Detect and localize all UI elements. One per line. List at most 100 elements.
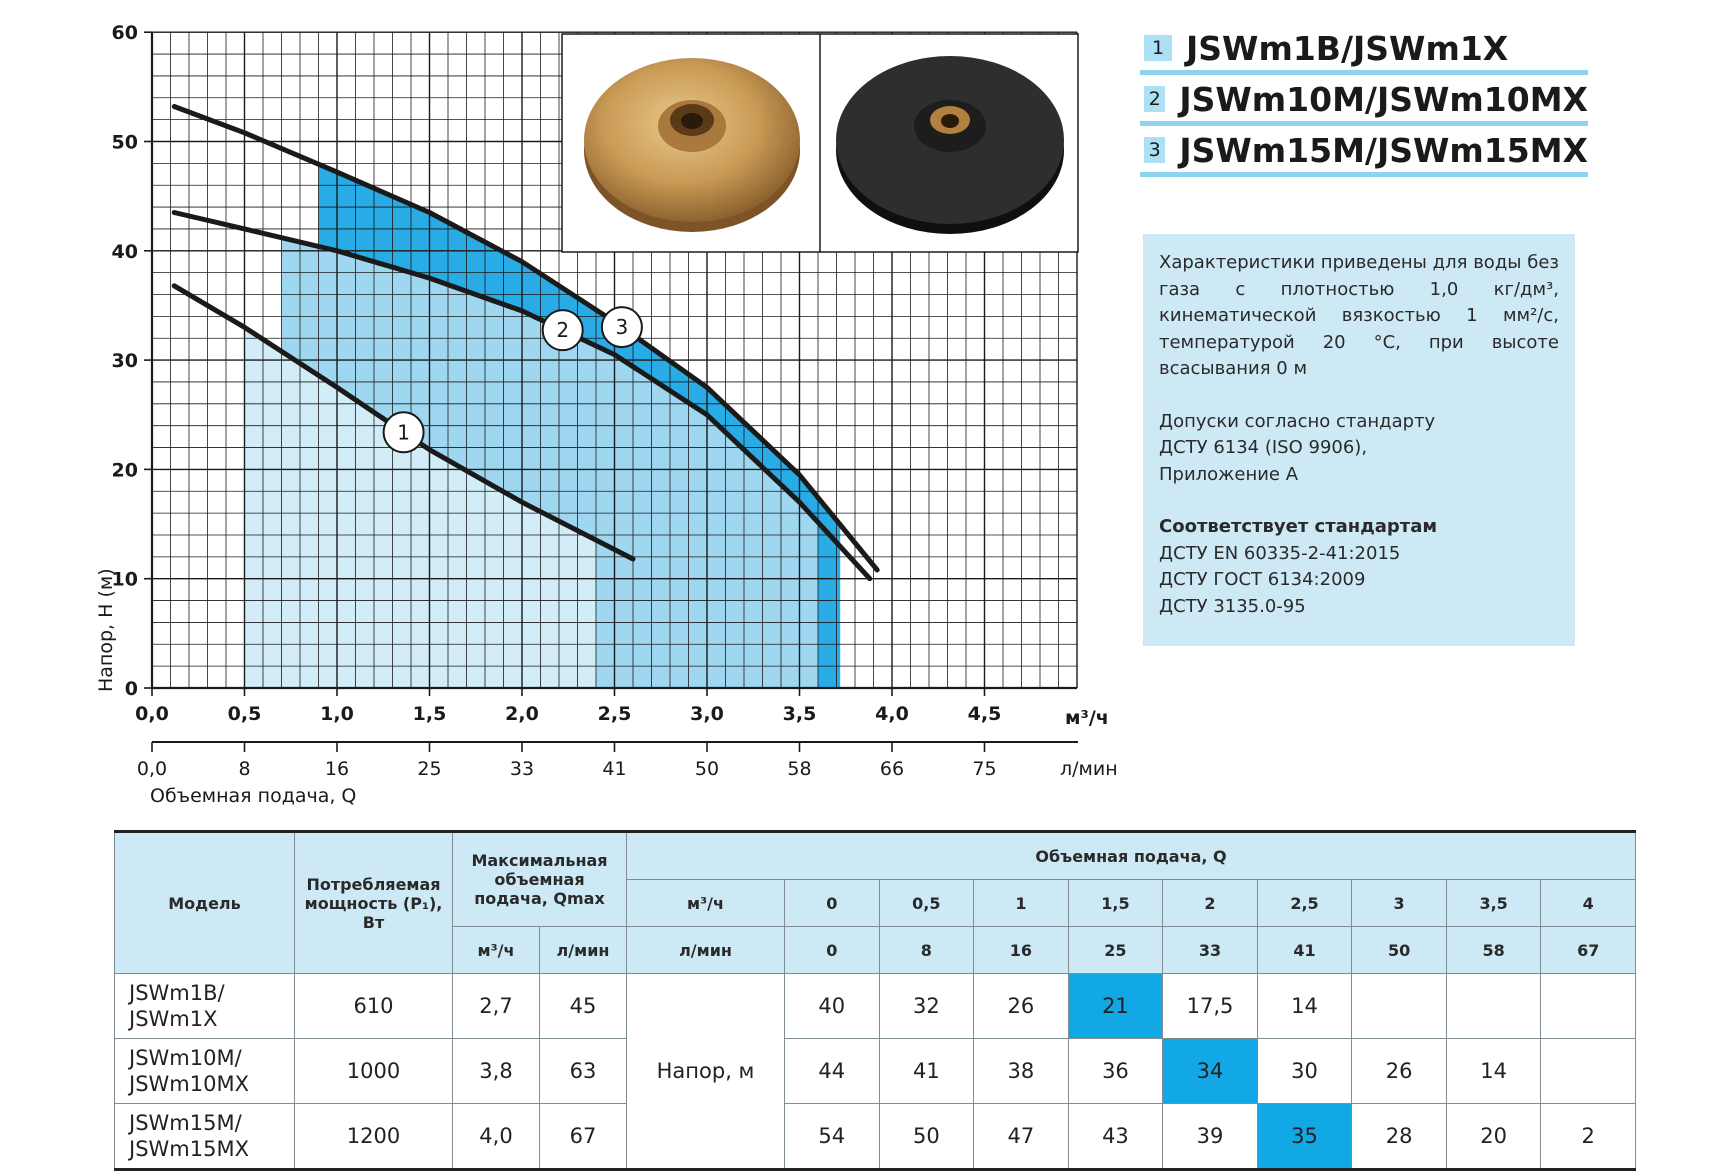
table-row: JSWm1B/JSWm1X 610 2,7 45 Напор, м 40 32 26 21 17,… — [114, 973, 1636, 1170]
marker-label: 1 — [397, 420, 410, 444]
header-q-lmin: 16 — [973, 926, 1069, 974]
x2-tick-label: 0,0 — [137, 758, 167, 780]
header-q-m3h: 4 — [1540, 879, 1636, 927]
x2-tick-label: 8 — [238, 758, 250, 780]
legend-label: JSWm15M/JSWm15MX — [1179, 130, 1588, 170]
legend-label: JSWm1B/JSWm1X — [1186, 28, 1509, 68]
conditions-note-box: Характеристики приведены для воды без га… — [1143, 234, 1575, 646]
model-name-line: JSWm10MX — [129, 1072, 249, 1096]
head-value-cell: 39 — [1162, 1103, 1258, 1170]
head-value-cell: 50 — [878, 1103, 975, 1170]
curve-marker-2: 2 — [541, 309, 584, 352]
qmax-lmin-cell: 45 — [538, 973, 628, 1039]
marker-circle — [382, 411, 425, 454]
tolerance-line-2: ДСТУ 6134 (ISO 9906), — [1159, 437, 1368, 458]
head-value-cell: 30 — [1256, 1038, 1353, 1104]
y-tick-label: 0 — [125, 678, 138, 700]
model-cell: JSWm10M/JSWm10MX — [114, 1038, 295, 1104]
head-value-cell: 14 — [1445, 1038, 1542, 1104]
y-tick-label: 10 — [112, 569, 138, 591]
model-name-line: JSWm10M/ — [129, 1046, 242, 1070]
head-value-cell: 26 — [1351, 1038, 1447, 1104]
marker-label: 3 — [616, 315, 629, 339]
header-q-m3h: 0,5 — [878, 879, 975, 927]
header-q-lmin: 8 — [878, 926, 975, 974]
model-cell: JSWm15M/JSWm15MX — [114, 1103, 295, 1170]
header-q-lmin: 33 — [1162, 926, 1258, 974]
x-tick-label: 2,5 — [598, 703, 632, 725]
bronze-impeller-image — [584, 58, 800, 232]
power-cell: 1000 — [294, 1038, 453, 1104]
head-value-cell: 26 — [973, 973, 1069, 1039]
black-impeller-image — [836, 56, 1064, 234]
table-row: JSWm10M/JSWm10MX 1000 3,8 63 44 41 38 36 34 30 26 1… — [114, 1038, 1636, 1104]
performance-table: Модель Потребляемая мощность (P₁), Вт Ма… — [114, 830, 1636, 1171]
x2-tick-label: 66 — [880, 758, 904, 780]
standard-2: ДСТУ ГОСТ 6134:2009 — [1159, 569, 1366, 590]
header-qmax: Максимальная объемная подача, Qmax — [451, 831, 628, 927]
x2-tick-label: 75 — [972, 758, 996, 780]
head-value-cell: 40 — [784, 973, 880, 1039]
y-axis-title: Напор, H (м) — [95, 568, 117, 692]
head-value-cell — [1445, 973, 1542, 1039]
header-q-m3h: 1,5 — [1067, 879, 1164, 927]
header-qmax-lmin: л/мин — [538, 926, 628, 974]
header-qmax-m3h: м³/ч — [452, 926, 540, 974]
header-q-lmin: 67 — [1540, 926, 1636, 974]
model-name-line: JSWm15MX — [129, 1137, 249, 1161]
conditions-text: Характеристики приведены для воды без га… — [1159, 252, 1559, 379]
power-cell: 610 — [294, 973, 453, 1039]
operating-range-1 — [244, 327, 596, 688]
head-value-cell: 43 — [1067, 1103, 1164, 1170]
head-value-cell: 44 — [784, 1038, 880, 1104]
legend-label: JSWm10M/JSWm10MX — [1179, 79, 1588, 119]
header-power: Потребляемая мощность (P₁), Вт — [294, 831, 453, 974]
x-tick-label: 2,0 — [505, 703, 539, 725]
x-tick-label: 4,0 — [875, 703, 909, 725]
curve-1 — [171, 283, 636, 562]
x2-tick-label: 50 — [695, 758, 719, 780]
legend-number: 1 — [1144, 35, 1172, 61]
x-axis-title: Объемная подача, Q — [150, 785, 356, 807]
qmax-m3h-cell: 2,7 — [452, 973, 540, 1039]
head-value-cell: 54 — [784, 1103, 880, 1170]
model-name-line: JSWm1X — [129, 1007, 218, 1031]
head-value-cell: 32 — [878, 973, 975, 1039]
header-q-m3h: 0 — [784, 879, 880, 927]
y-tick-label: 50 — [112, 132, 138, 154]
y-tick-label: 40 — [112, 241, 138, 263]
head-value-cell: 35 — [1256, 1103, 1353, 1170]
head-value-cell: 17,5 — [1162, 973, 1258, 1039]
qmax-m3h-cell: 4,0 — [452, 1103, 540, 1170]
header-q-lmin: 0 — [784, 926, 880, 974]
x-tick-labels: 0,0 0,5 1,0 1,5 2,0 2,5 3,0 3,5 4,0 4,5 — [135, 703, 1001, 725]
head-value-cell: 38 — [973, 1038, 1069, 1104]
model-cell: JSWm1B/JSWm1X — [114, 973, 295, 1039]
x-tick-label: 3,0 — [690, 703, 724, 725]
pump-performance-chart: 1 2 3 0 10 20 30 40 50 60 0,0 0,5 1,0 1,5 2,0 2,5 3,0 3… — [95, 22, 1118, 807]
head-value-cell — [1540, 1038, 1636, 1104]
curve-3 — [171, 104, 880, 573]
x2-tick-labels: 0,0 8 16 25 33 41 50 58 66 75 — [137, 758, 997, 780]
header-q-m3h: 3 — [1351, 879, 1447, 927]
qmax-m3h-cell: 3,8 — [452, 1038, 540, 1104]
header-q-m3h: 2,5 — [1256, 879, 1353, 927]
head-label-cell: Напор, м — [626, 973, 786, 1170]
legend-number: 2 — [1144, 86, 1166, 112]
marker-circle — [541, 309, 584, 352]
head-value-cell — [1351, 973, 1447, 1039]
model-name-line: JSWm15M/ — [129, 1111, 242, 1135]
tolerance-line-1: Допуски согласно стандарту — [1159, 410, 1436, 432]
head-value-cell: 2 — [1540, 1103, 1636, 1170]
head-value-cell: 28 — [1351, 1103, 1447, 1170]
x2-tick-label: 58 — [787, 758, 811, 780]
header-unit-m3h: м³/ч — [626, 879, 786, 927]
header-q-m3h: 3,5 — [1445, 879, 1542, 927]
curve-markers: 1 2 3 — [382, 306, 643, 454]
legend-item-2: 2 JSWm10M/JSWm10MX — [1140, 77, 1588, 126]
head-value-cell: 21 — [1067, 973, 1164, 1039]
curves — [171, 104, 880, 582]
curve-2 — [171, 210, 873, 582]
impeller-photos — [561, 33, 1079, 253]
model-legend: 1 JSWm1B/JSWm1X 2 JSWm10M/JSWm10MX 3 JSW… — [1140, 26, 1588, 179]
